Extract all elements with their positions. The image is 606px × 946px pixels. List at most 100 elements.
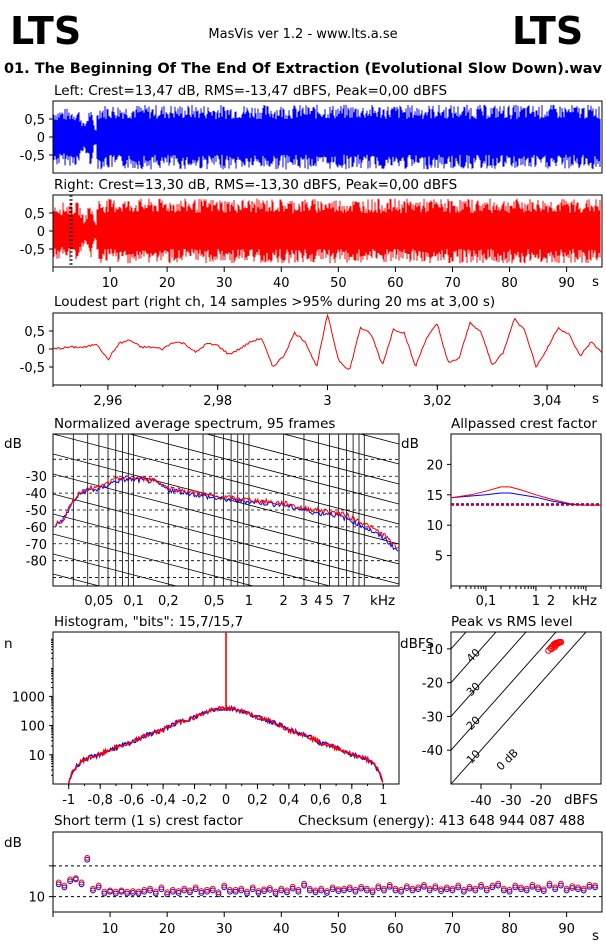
short-term-crest-point-right [421, 882, 427, 888]
short-term-crest-point-right [78, 879, 85, 886]
peak-vs-rms-xtick-label: -40 [470, 794, 491, 809]
waveform-right-ytick-label: -0,5 [20, 243, 45, 258]
short-term-crest-point-left [472, 887, 479, 894]
spectrum-slope-line [282, 434, 399, 465]
loudest-part-xtick-label: 2,98 [203, 394, 232, 409]
short-term-crest-point-left [198, 890, 205, 896]
spectrum-xtick-label: 3 [300, 594, 308, 609]
short-term-crest-point-left [369, 889, 376, 896]
histogram-xtick-label: 0,4 [279, 793, 300, 808]
short-term-crest-point-right [112, 888, 119, 895]
short-term-crest-point-left [169, 888, 176, 895]
allpassed-crest-ytick-label: 10 [426, 519, 443, 534]
short-term-crest-point-right [72, 875, 79, 882]
short-term-crest-point-right [261, 886, 268, 893]
short-term-crest-point-right [244, 888, 250, 895]
short-term-crest-point-right [318, 885, 325, 892]
short-term-crest-point-right [443, 884, 450, 891]
short-term-crest-point-left [455, 884, 462, 891]
short-term-crest-xtick-label: 40 [273, 922, 290, 937]
short-term-crest-point-right [107, 887, 113, 894]
short-term-crest-point-right [369, 887, 376, 894]
spectrum-xtick-label: 7 [342, 594, 350, 609]
short-term-crest-point-left [278, 887, 285, 894]
loudest-part-ytick-label: 0,5 [24, 325, 45, 340]
loudest-part-xtick-label: 3 [323, 394, 331, 409]
left-waveform-title: Left: Crest=13,47 dB, RMS=-13,47 dBFS, P… [54, 83, 447, 99]
peak-rms-ylabel: dBFS [400, 636, 434, 652]
allpassed-crest-ytick-label: 5 [435, 550, 443, 565]
short-term-crest-point-right [175, 888, 182, 894]
file-title: 01. The Beginning Of The End Of Extracti… [4, 61, 603, 77]
peak-vs-rms-xtick-label: -20 [530, 794, 551, 809]
spectrum-slope-line [128, 434, 399, 505]
short-term-crest-point-right [529, 882, 536, 888]
short-term-crest-point-right [301, 880, 308, 887]
short-term-crest-point-right [552, 884, 559, 891]
short-term-crest-point-left [90, 887, 96, 894]
short-term-crest-point-right [198, 888, 205, 894]
waveform-right-xtick-label: 80 [501, 276, 518, 291]
short-term-crest-point-left [215, 891, 222, 898]
waveform-right-xtick-label: 60 [387, 276, 404, 291]
short-term-crest-point-right [306, 885, 313, 892]
short-term-crest-point-right [164, 889, 171, 896]
short-term-crest-point-left [443, 886, 450, 893]
short-term-crest-point-left [540, 888, 547, 894]
loudest-part-title: Loudest part (right ch, 14 samples >95% … [54, 294, 495, 310]
short-term-crest-point-right [398, 886, 405, 893]
short-term-crest-point-right [575, 884, 581, 891]
loudest-part-xtick-label: 3,02 [423, 394, 452, 409]
allpassed-crest-xtick-label: 0,1 [476, 594, 497, 609]
short-term-crest-point-right [124, 888, 131, 895]
short-term-crest-point-right [472, 885, 479, 892]
short-term-crest-point-left [238, 887, 245, 894]
short-term-crest-point-right [580, 885, 587, 892]
logo-left: LTS [10, 9, 81, 53]
histogram-xtick-label: 0,2 [247, 793, 268, 808]
short-term-crest-point-left [558, 882, 564, 889]
peak-vs-rms-ytick-label: -30 [422, 710, 443, 725]
histogram-ylabel: n [4, 636, 13, 652]
peak-vs-rms-point [552, 642, 559, 649]
short-term-crest-point-left [421, 883, 427, 890]
spectrum-xtick-label: 4 [314, 594, 322, 609]
short-term-crest-point-left [295, 888, 302, 895]
histogram-xtick-label: 1 [379, 793, 387, 808]
short-term-crest-point-right [227, 886, 233, 893]
short-term-crest-point-left [266, 886, 273, 893]
peak-vs-rms-ytick-label: -20 [422, 677, 443, 692]
short-term-crest-point-left [129, 890, 136, 896]
short-term-crest-point-left [363, 887, 370, 894]
short-term-crest-point-left [529, 883, 536, 890]
peak-vs-rms-diagonal [451, 632, 527, 718]
short-term-crest-point-left [164, 891, 171, 898]
app-title: MasVis ver 1.2 - www.lts.a.se [208, 27, 397, 42]
short-term-crest-point-left [78, 881, 85, 888]
short-term-crest-xtick-label: 90 [558, 922, 575, 937]
short-term-crest-ylabel: dB [4, 835, 22, 851]
short-term-crest-point-right [255, 888, 262, 894]
short-term-crest-point-right [335, 886, 342, 893]
short-term-crest-point-right [352, 886, 359, 893]
short-term-crest-point-left [209, 887, 216, 894]
spectrum-slope-line [205, 434, 399, 485]
allpassed-crest-ytick-label: 20 [426, 458, 443, 473]
allpassed-crest-ytick-label: 15 [426, 489, 443, 504]
histogram-xtick-label: -0,8 [87, 793, 112, 808]
short-term-crest-point-left [341, 887, 347, 894]
short-term-crest-point-right [535, 884, 541, 891]
spectrum-ylabel: dB [4, 436, 22, 452]
histogram-ytick-label: 10 [28, 749, 45, 764]
short-term-crest-point-left [318, 887, 325, 894]
histogram-xtick-label: 0,8 [341, 793, 362, 808]
loudest-part-xtick-label: 3,04 [533, 394, 562, 409]
short-term-crest-point-left [512, 884, 519, 891]
allpassed-crest-series-right [450, 486, 601, 506]
short-term-crest-point-right [204, 886, 210, 893]
spectrum-xtick-label: 1 [245, 594, 253, 609]
short-term-crest-point-right [483, 885, 490, 892]
short-term-crest-point-right [312, 887, 319, 894]
short-term-crest-point-left [592, 884, 599, 891]
short-term-crest-point-right [169, 886, 176, 893]
